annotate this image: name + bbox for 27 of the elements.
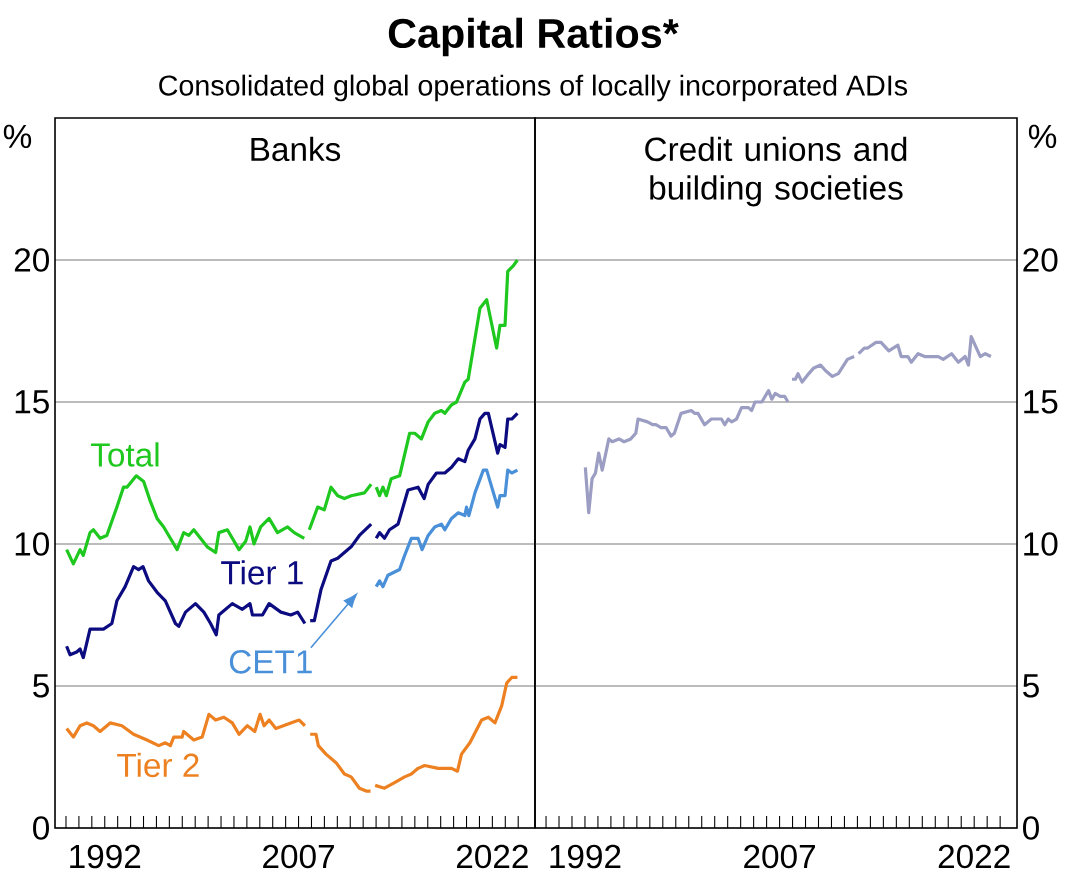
y-tick-label: 5	[33, 674, 49, 698]
y-tick-label: 10	[15, 532, 49, 556]
y-tick-label: 15	[1024, 390, 1058, 414]
y-tick-label: 10	[1024, 532, 1058, 556]
y-axis-title: %	[1028, 124, 1057, 149]
x-tick-label: 1992	[70, 844, 141, 869]
y-axis-title: %	[3, 124, 32, 149]
series-label: Tier 1	[221, 560, 303, 585]
x-tick-label: 2022	[456, 844, 528, 869]
legend-label: CET1	[229, 650, 312, 674]
series-label: Total	[90, 442, 159, 467]
y-tick-label: 0	[33, 816, 49, 840]
annotation: Banks	[251, 136, 341, 162]
y-tick-label: 20	[1023, 248, 1058, 272]
chart-title: Capital Ratios*	[388, 17, 679, 57]
x-tick-label: 1992	[550, 844, 621, 869]
x-tick-label: 2022	[938, 844, 1010, 869]
x-tick-label: 2007	[744, 844, 815, 869]
y-tick-label: 0	[1023, 816, 1039, 840]
chart-subtitle: Consolidated global operations of locally incorporated ADIs	[159, 74, 908, 102]
y-tick-label: 15	[15, 390, 49, 414]
y-tick-label: 20	[14, 248, 49, 272]
x-tick-label: 2007	[263, 844, 334, 869]
line-series	[374, 468, 520, 589]
series-label: Tier 2	[117, 752, 199, 778]
text: Credit unions and building societies	[645, 136, 907, 207]
y-tick-label: 5	[1023, 674, 1039, 698]
